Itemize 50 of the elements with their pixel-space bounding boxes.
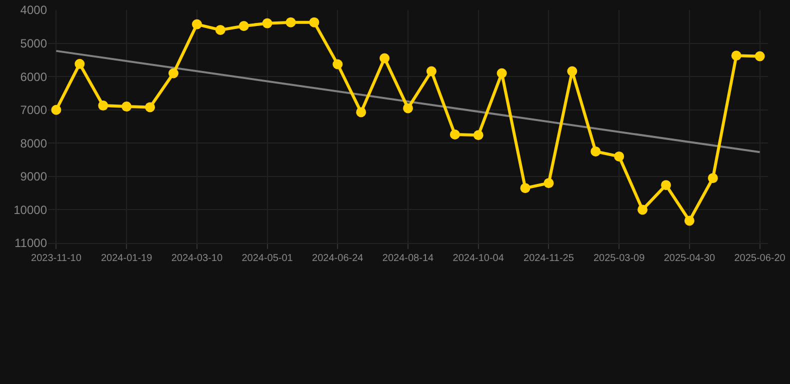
point [731, 50, 742, 61]
point [473, 130, 484, 140]
x-tick-label: 2024-06-24 [312, 253, 364, 264]
x-tick-label: 2024-03-10 [171, 253, 223, 264]
point [590, 146, 601, 156]
y-tick-label: 5000 [20, 36, 48, 50]
point [145, 102, 156, 112]
x-tick-label: 2025-03-09 [593, 253, 646, 264]
point [426, 66, 436, 76]
point [356, 107, 366, 118]
y-tick-label: 6000 [20, 70, 48, 84]
x-tick-label: 2024-11-25 [524, 253, 574, 264]
y-tick-label: 10000 [14, 202, 48, 217]
point [638, 204, 648, 215]
point [544, 178, 554, 188]
point [238, 20, 249, 31]
point [450, 129, 460, 140]
point [286, 17, 296, 28]
x-tick-label: 2025-06-20 [734, 253, 786, 264]
y-tick-label: 11000 [14, 236, 48, 250]
point [192, 19, 202, 30]
y-tick-label: 9000 [20, 170, 48, 184]
x-tick-label: 2024-08-14 [382, 253, 434, 264]
point [496, 68, 507, 78]
y-tick-label: 7000 [20, 103, 48, 118]
x-tick-label: 2024-01-19 [100, 253, 153, 264]
point [51, 104, 62, 115]
point [168, 68, 178, 78]
x-tick-label: 2023-11-10 [31, 253, 82, 264]
point [215, 24, 226, 35]
point [684, 216, 694, 226]
point [403, 103, 413, 114]
y-tick-label: 8000 [20, 136, 48, 150]
y-tick-label: 4000 [20, 3, 48, 18]
point [567, 66, 578, 76]
point [754, 51, 765, 62]
x-tick-label: 2025-04-30 [664, 253, 716, 264]
point [660, 180, 671, 190]
point [520, 183, 530, 194]
point [380, 53, 390, 64]
point [332, 59, 343, 70]
point [614, 151, 624, 162]
x-tick-label: 2024-05-01 [242, 253, 294, 264]
point [74, 58, 85, 69]
point [262, 18, 272, 28]
point [98, 100, 108, 111]
point [309, 17, 320, 28]
x-tick-label: 2024-10-04 [452, 253, 504, 264]
point [122, 102, 132, 112]
point [708, 173, 718, 184]
